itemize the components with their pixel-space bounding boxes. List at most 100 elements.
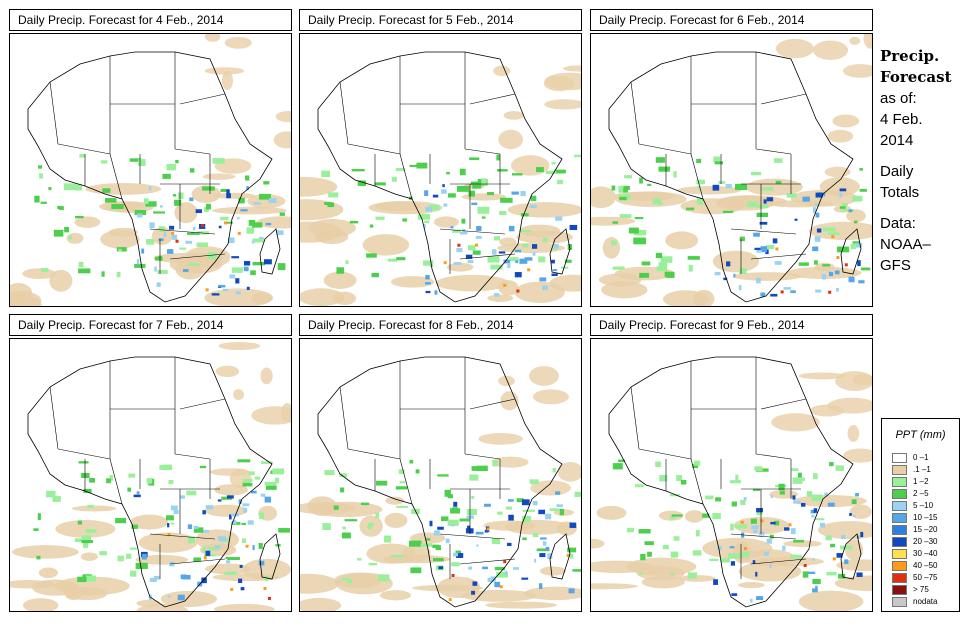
precip-patch-light <box>591 216 636 226</box>
precip-patch-light <box>390 276 435 288</box>
precip-patch-green <box>100 160 108 164</box>
precip-patch-blue <box>839 188 847 192</box>
precip-patch-green <box>64 226 69 233</box>
precip-patch-green <box>87 504 94 508</box>
precip-patch-blue <box>218 536 227 541</box>
forecast-panel-feb5: Daily Precip. Forecast for 5 Feb., 2014 <box>299 9 582 307</box>
map-svg <box>300 51 581 306</box>
precip-patch-blue <box>170 505 178 511</box>
precip-patch-green <box>85 529 97 533</box>
precip-patch-green <box>519 229 532 233</box>
data-source-line1: NOAA– <box>880 236 931 253</box>
precip-patch-heavy <box>744 547 748 551</box>
map-svg <box>10 34 291 306</box>
precip-patch-light <box>108 227 138 237</box>
precip-patch-blue <box>475 235 482 239</box>
panel-title: Daily Precip. Forecast for 9 Feb., 2014 <box>590 314 873 336</box>
precip-patch-blue <box>214 545 221 549</box>
precip-patch-blue <box>228 237 235 243</box>
precip-patch-blue <box>235 291 241 295</box>
legend-swatch <box>892 465 907 475</box>
precip-patch-heavy <box>499 585 503 589</box>
precip-patch-blue <box>794 218 798 221</box>
precip-patch-light <box>204 288 274 306</box>
precip-patch-green <box>347 578 352 584</box>
precip-patch-blue <box>475 531 484 535</box>
precip-patch-blue <box>153 575 160 580</box>
precip-patch-green <box>841 202 848 207</box>
precip-patch-green <box>471 495 475 499</box>
precip-patch-green <box>729 480 742 484</box>
precip-patch-green <box>766 244 775 250</box>
sidebar-title-line1: Precip. <box>880 47 940 65</box>
precip-patch-blue <box>770 293 778 297</box>
precip-patch-blue <box>713 579 718 585</box>
precip-patch-blue <box>483 503 491 507</box>
precip-patch-green <box>735 524 747 529</box>
precip-patch-green <box>391 176 397 182</box>
precip-patch-light <box>827 397 872 414</box>
precip-patch-green <box>476 465 488 472</box>
precip-patch-green <box>656 266 668 272</box>
precip-patch-green <box>647 183 652 186</box>
precip-patch-green <box>822 264 831 267</box>
precip-patch-green <box>493 236 500 241</box>
precip-patch-blue <box>450 226 454 229</box>
precip-patch-blue <box>507 262 511 269</box>
precip-patch-blue <box>542 285 548 290</box>
precip-patch-green <box>455 550 461 555</box>
precip-patch-light <box>202 173 236 180</box>
precip-patch-blue <box>434 530 440 536</box>
precip-patch-light <box>849 504 872 520</box>
precip-patch-blue <box>243 261 251 266</box>
precip-patch-green <box>415 469 420 474</box>
precip-patch-green <box>196 242 209 247</box>
precip-patch-blue <box>512 567 519 570</box>
precip-patch-light <box>499 237 517 247</box>
precip-patch-green <box>324 470 335 476</box>
country-border <box>469 93 516 105</box>
precip-patch-blue <box>258 560 265 566</box>
precip-patch-light <box>676 186 742 195</box>
precip-patch-green <box>277 263 286 271</box>
precip-patch-light <box>824 166 851 178</box>
precip-patch-green <box>447 519 459 526</box>
country-border <box>169 253 226 260</box>
precip-patch-green <box>567 547 577 553</box>
precip-patch-blue <box>766 538 772 544</box>
precip-patch-blue <box>276 230 284 236</box>
precip-patch-green <box>536 167 544 173</box>
precip-patch-light <box>524 586 581 601</box>
precip-patch-blue <box>834 270 840 275</box>
precip-patch-green <box>172 194 177 197</box>
precip-patch-blue <box>226 495 234 499</box>
precip-patch-green <box>647 551 652 557</box>
precip-patch-blue <box>729 546 735 549</box>
precip-patch-green <box>720 558 730 563</box>
precip-patch-green <box>487 256 500 263</box>
precip-patch-light <box>798 590 864 611</box>
precip-patch-green <box>231 267 243 273</box>
precip-patch-green <box>146 478 153 484</box>
country-border <box>57 448 111 460</box>
precip-patch-green <box>170 522 175 525</box>
legend-label: 5 –10 <box>913 501 934 510</box>
precip-patch-blue <box>231 520 236 523</box>
forecast-panel-feb8: Daily Precip. Forecast for 8 Feb., 2014 <box>299 314 582 612</box>
precip-patch-green <box>830 543 836 548</box>
precip-patch-blue <box>451 524 455 527</box>
precip-patch-green <box>360 502 370 506</box>
precip-patch-blue <box>839 192 843 198</box>
precip-patch-green <box>634 216 644 220</box>
precip-patch-blue <box>237 217 240 220</box>
precip-patch-blue <box>201 577 207 584</box>
precip-patch-green <box>452 229 461 233</box>
precip-patch-blue <box>185 240 193 244</box>
precip-patch-light <box>507 202 581 218</box>
precip-patch-green <box>545 170 557 175</box>
precip-patch-green <box>494 566 506 571</box>
precip-patch-green <box>369 224 374 228</box>
precip-patch-green <box>619 214 632 218</box>
legend-label: 30 –40 <box>913 549 938 558</box>
precip-patch-light <box>492 456 529 468</box>
